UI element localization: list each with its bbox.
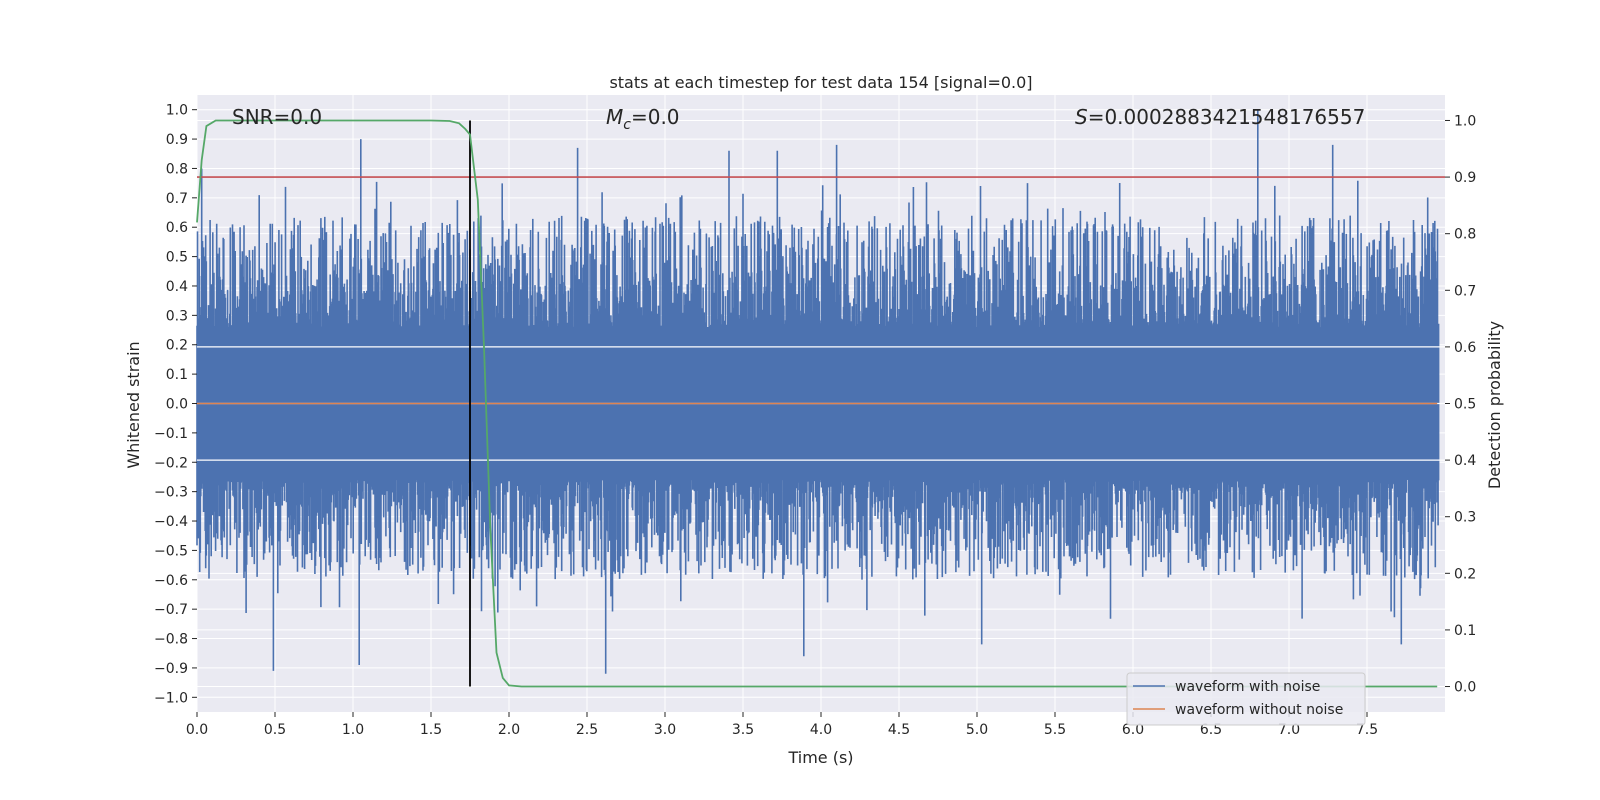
x-tick-label: 2.5	[576, 722, 598, 738]
x-tick-label: 4.5	[888, 722, 910, 738]
x-tick-label: 5.5	[1044, 722, 1066, 738]
x-tick-label: 3.0	[654, 722, 676, 738]
mc-symbol: M	[606, 105, 623, 129]
y-right-tick-label: 0.0	[1454, 680, 1476, 696]
y-left-tick-label: 0.1	[166, 367, 188, 383]
y-right-tick-label: 0.8	[1454, 227, 1476, 243]
legend: waveform with noise waveform without noi…	[1126, 672, 1366, 726]
y-left-tick-label: −0.9	[154, 661, 188, 677]
x-tick-label: 1.0	[342, 722, 364, 738]
y-right-tick-label: 0.7	[1454, 283, 1476, 299]
detection-probability-line	[196, 119, 1438, 688]
y-right-tick-label: 0.9	[1454, 170, 1476, 186]
y-left-tick-label: −0.8	[154, 632, 188, 648]
y-left-tick-label: 0.4	[166, 279, 188, 295]
y-right-tick-label: 0.1	[1454, 623, 1476, 639]
y-left-tick-label: 0.2	[166, 338, 188, 354]
overlay-lines	[196, 119, 1445, 688]
y-left-tick-label: −0.1	[154, 426, 188, 442]
x-axis-label: Time (s)	[787, 748, 853, 767]
x-tick-label: 6.0	[1122, 722, 1144, 738]
y-left-tick-label: 0.0	[166, 397, 188, 413]
y-left-tick-label: −0.6	[154, 573, 188, 589]
y-left-tick-label: 0.3	[166, 308, 188, 324]
y-left-tick-label: 0.8	[166, 161, 188, 177]
y-right-tick-label: 0.6	[1454, 340, 1476, 356]
mc-subscript: c	[623, 117, 631, 133]
y-left-tick-label: −0.3	[154, 485, 188, 501]
mc-value: =0.0	[631, 105, 680, 129]
s-value: =0.0002883421548176557	[1088, 105, 1366, 129]
y-left-tick-label: 0.6	[166, 220, 188, 236]
chart-title: stats at each timestep for test data 154…	[609, 73, 1032, 92]
y-left-tick-label: −1.0	[154, 690, 188, 706]
y-left-tick-label: 1.0	[166, 103, 188, 119]
chirp-mass-annotation: Mc=0.0	[606, 105, 680, 133]
y-axis-label-left: Whitened strain	[124, 341, 143, 468]
x-tick-label: 4.0	[810, 722, 832, 738]
y-right-tick-label: 0.4	[1454, 453, 1476, 469]
x-tick-label: 6.5	[1200, 722, 1222, 738]
y-left-tick-label: 0.7	[166, 191, 188, 207]
y-left-tick-label: −0.7	[154, 602, 188, 618]
y-left-tick-label: 0.5	[166, 250, 188, 266]
y-axis-label-right: Detection probability	[1485, 321, 1504, 489]
y-right-tick-label: 1.0	[1454, 113, 1476, 129]
x-tick-label: 7.0	[1278, 722, 1300, 738]
x-tick-label: 2.0	[498, 722, 520, 738]
y-right-tick-label: 0.5	[1454, 397, 1476, 413]
y-right-tick-label: 0.3	[1454, 510, 1476, 526]
y-right-tick-label: 0.2	[1454, 566, 1476, 582]
legend-label-clean: waveform without noise	[1175, 702, 1343, 718]
s-annotation: S=0.0002883421548176557	[1075, 105, 1365, 129]
x-tick-label: 1.5	[420, 722, 442, 738]
axis-ticks: 0.0 0.5 1.0 1.5 2.0 2.5 3.0 3.5 4.0 4.5 5.0 5.5 6.0 6…	[154, 103, 1476, 738]
x-tick-label: 5.0	[966, 722, 988, 738]
y-left-tick-label: 0.9	[166, 132, 188, 148]
legend-label-noise: waveform with noise	[1175, 679, 1320, 695]
y-left-tick-label: −0.5	[154, 543, 188, 559]
legend-box	[1126, 672, 1366, 726]
x-tick-label: 7.5	[1356, 722, 1378, 738]
snr-annotation: SNR=0.0	[232, 105, 322, 129]
s-symbol: S	[1075, 105, 1088, 129]
x-tick-label: 0.5	[264, 722, 286, 738]
x-tick-label: 3.5	[732, 722, 754, 738]
y-left-tick-label: −0.2	[154, 455, 188, 471]
x-tick-label: 0.0	[186, 722, 208, 738]
y-left-tick-label: −0.4	[154, 514, 188, 530]
